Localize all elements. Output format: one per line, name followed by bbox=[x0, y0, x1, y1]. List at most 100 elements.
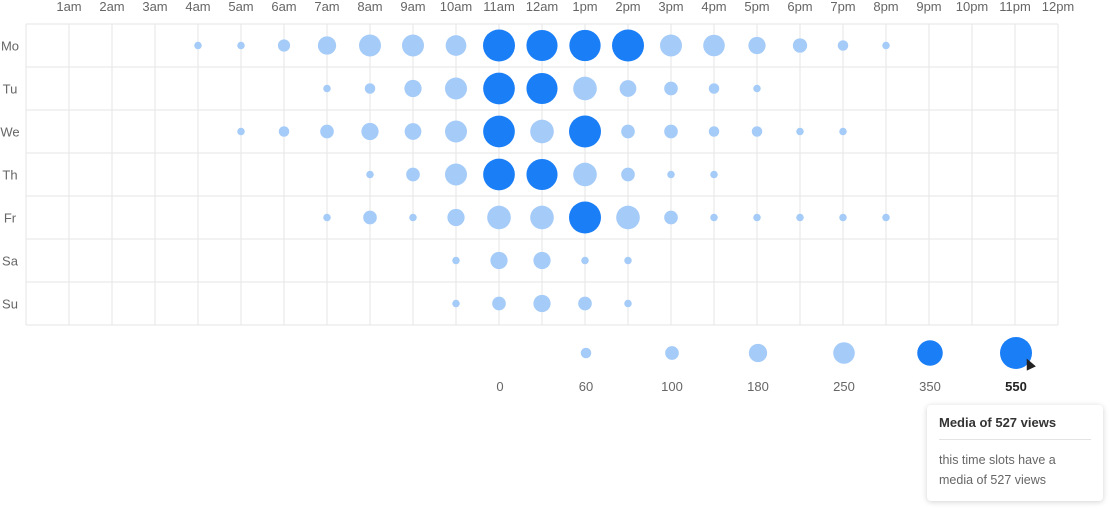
day-tick-label: Fr bbox=[4, 211, 17, 226]
size-legend: 0 60 100 180 250 350 550 bbox=[496, 337, 1032, 394]
data-bubble[interactable] bbox=[708, 83, 720, 94]
data-bubble[interactable] bbox=[573, 76, 597, 101]
data-bubble[interactable] bbox=[667, 170, 675, 179]
data-bubble[interactable] bbox=[533, 294, 551, 313]
day-tick-label: Tu bbox=[3, 82, 18, 97]
data-bubble[interactable] bbox=[402, 34, 424, 57]
hour-tick-label: 2am bbox=[99, 0, 124, 14]
data-bubble[interactable] bbox=[578, 296, 592, 311]
data-bubble[interactable] bbox=[882, 41, 890, 50]
hour-tick-label: 5pm bbox=[744, 0, 769, 14]
data-bubble[interactable] bbox=[839, 213, 847, 222]
data-bubble[interactable] bbox=[751, 126, 763, 137]
data-bubble[interactable] bbox=[792, 38, 808, 53]
hour-tick-label: 3pm bbox=[658, 0, 683, 14]
data-bubble[interactable] bbox=[323, 84, 331, 93]
data-bubble[interactable] bbox=[526, 158, 558, 191]
data-bubble[interactable] bbox=[359, 34, 381, 57]
data-bubble[interactable] bbox=[753, 213, 761, 222]
data-bubble[interactable] bbox=[621, 167, 635, 182]
legend-bubble[interactable] bbox=[917, 340, 943, 366]
data-bubble[interactable] bbox=[530, 119, 554, 144]
data-bubble[interactable] bbox=[483, 29, 515, 62]
data-bubble[interactable] bbox=[445, 77, 467, 100]
data-bubble[interactable] bbox=[569, 201, 601, 234]
data-bubble[interactable] bbox=[490, 251, 508, 270]
data-bubble[interactable] bbox=[366, 170, 374, 179]
tooltip-title: Media of 527 views bbox=[939, 415, 1091, 440]
data-bubble[interactable] bbox=[237, 41, 245, 50]
data-bubble[interactable] bbox=[194, 41, 202, 50]
data-bubble[interactable] bbox=[710, 213, 718, 222]
data-bubble[interactable] bbox=[447, 208, 465, 227]
data-bubble[interactable] bbox=[612, 29, 644, 62]
data-bubble[interactable] bbox=[483, 72, 515, 105]
data-bubble[interactable] bbox=[839, 127, 847, 136]
data-bubble[interactable] bbox=[621, 124, 635, 139]
day-axis: Mo Tu We Th Fr Sa Su bbox=[0, 39, 19, 312]
data-bubble[interactable] bbox=[708, 126, 720, 137]
legend-bubble[interactable] bbox=[748, 343, 768, 363]
data-bubble[interactable] bbox=[406, 167, 420, 182]
data-bubble[interactable] bbox=[616, 205, 640, 230]
data-bubble[interactable] bbox=[445, 120, 467, 143]
data-bubble[interactable] bbox=[796, 213, 804, 222]
data-bubble[interactable] bbox=[664, 124, 678, 139]
data-bubble[interactable] bbox=[445, 35, 467, 56]
hour-axis: 1am 2am 3am 4am 5am 6am 7am 8am 9am 10am 11am 12am 1… bbox=[56, 0, 1074, 14]
data-bubble[interactable] bbox=[624, 256, 632, 265]
day-tick-label: Mo bbox=[1, 39, 19, 54]
hour-tick-label: 11am bbox=[483, 0, 515, 14]
data-bubble[interactable] bbox=[483, 158, 515, 191]
data-bubble[interactable] bbox=[664, 81, 678, 96]
legend-bubble[interactable] bbox=[580, 347, 592, 359]
data-bubble[interactable] bbox=[619, 80, 637, 97]
data-bubble[interactable] bbox=[452, 256, 460, 265]
data-bubble[interactable] bbox=[573, 162, 597, 187]
data-bubble[interactable] bbox=[748, 36, 766, 55]
data-bubble[interactable] bbox=[409, 213, 417, 222]
hour-tick-label: 3am bbox=[142, 0, 167, 14]
tooltip: Media of 527 views this time slots have … bbox=[927, 405, 1103, 501]
data-bubble[interactable] bbox=[483, 115, 515, 148]
data-bubble[interactable] bbox=[526, 29, 558, 62]
data-bubble[interactable] bbox=[277, 39, 291, 52]
hour-tick-label: 11pm bbox=[999, 0, 1031, 14]
data-bubble[interactable] bbox=[404, 79, 422, 98]
data-bubble[interactable] bbox=[710, 170, 718, 179]
data-bubble[interactable] bbox=[364, 83, 376, 94]
data-bubble[interactable] bbox=[361, 122, 379, 141]
data-bubble[interactable] bbox=[320, 124, 334, 139]
data-bubble[interactable] bbox=[581, 256, 589, 265]
data-bubble[interactable] bbox=[703, 34, 725, 57]
legend-bubble[interactable] bbox=[833, 342, 855, 364]
data-bubble[interactable] bbox=[526, 72, 558, 105]
legend-bubble[interactable] bbox=[1000, 337, 1032, 369]
data-bubble[interactable] bbox=[363, 210, 377, 225]
data-bubble[interactable] bbox=[569, 29, 601, 62]
data-bubble[interactable] bbox=[452, 299, 460, 308]
data-bubble[interactable] bbox=[278, 126, 290, 137]
data-bubble[interactable] bbox=[796, 127, 804, 136]
data-bubble[interactable] bbox=[445, 163, 467, 186]
data-bubble[interactable] bbox=[492, 296, 506, 311]
data-bubble[interactable] bbox=[404, 123, 422, 140]
data-bubble[interactable] bbox=[237, 127, 245, 136]
legend-label: 60 bbox=[579, 379, 593, 394]
data-bubble[interactable] bbox=[837, 40, 849, 51]
data-bubble[interactable] bbox=[882, 213, 890, 222]
data-bubble[interactable] bbox=[487, 205, 511, 230]
data-bubble[interactable] bbox=[533, 251, 551, 270]
data-bubble[interactable] bbox=[317, 36, 337, 55]
data-bubble[interactable] bbox=[660, 34, 682, 57]
day-tick-label: Th bbox=[2, 168, 17, 183]
data-bubble[interactable] bbox=[753, 84, 761, 93]
data-bubble[interactable] bbox=[624, 299, 632, 308]
legend-bubble[interactable] bbox=[665, 346, 679, 360]
hour-tick-label: 6am bbox=[271, 0, 296, 14]
data-bubble[interactable] bbox=[569, 115, 601, 148]
data-bubble[interactable] bbox=[530, 205, 554, 230]
data-bubble[interactable] bbox=[664, 210, 678, 225]
data-bubble[interactable] bbox=[323, 213, 331, 222]
hour-tick-label: 9am bbox=[400, 0, 425, 14]
